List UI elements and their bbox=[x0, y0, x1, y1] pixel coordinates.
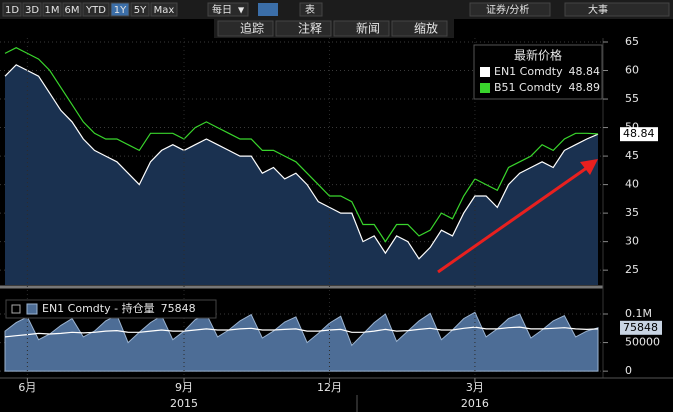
range-label: 1Y bbox=[114, 5, 127, 16]
price-line bbox=[4, 47, 599, 243]
x-tick-label: 12月 bbox=[317, 381, 342, 394]
y-tick-label: 0 bbox=[625, 364, 632, 377]
y-tick-label: 25 bbox=[625, 263, 639, 276]
tool-label: 缩放 bbox=[414, 21, 438, 36]
tool-label: 注释 bbox=[298, 21, 322, 36]
tool-label: 追踪 bbox=[240, 21, 264, 36]
range-button[interactable] bbox=[42, 2, 62, 17]
legend-value: 48.84 bbox=[569, 65, 601, 78]
trend-arrow bbox=[437, 165, 589, 274]
range-button[interactable] bbox=[110, 2, 130, 17]
tool-button[interactable] bbox=[217, 20, 274, 37]
legend-box bbox=[473, 44, 603, 100]
last-value-tag bbox=[620, 127, 658, 142]
range-label: 1M bbox=[45, 5, 60, 16]
oi-legend-box bbox=[5, 299, 217, 319]
year-label: 2015 bbox=[170, 397, 198, 410]
range-label: 1D bbox=[5, 5, 19, 16]
range-label: 6M bbox=[65, 5, 80, 16]
range-button[interactable] bbox=[150, 2, 178, 17]
arrow-head bbox=[580, 159, 598, 175]
range-button[interactable] bbox=[62, 2, 82, 17]
frequency-arrow: ▼ bbox=[238, 6, 245, 15]
price-line bbox=[4, 64, 599, 260]
y-tick-label: 55 bbox=[625, 92, 639, 105]
legend-label: B51 Comdty bbox=[494, 81, 562, 94]
table-button[interactable] bbox=[299, 2, 323, 17]
tool-button[interactable] bbox=[333, 20, 390, 37]
year-label: 2016 bbox=[461, 397, 489, 410]
oi-legend-title: EN1 Comdty - 持仓量 bbox=[42, 301, 155, 315]
y-tick-label: 30 bbox=[625, 235, 639, 248]
oi-icon[interactable] bbox=[11, 304, 21, 314]
table-label: 表 bbox=[305, 3, 315, 16]
oi-last-tag bbox=[620, 320, 662, 335]
range-button[interactable] bbox=[82, 2, 110, 17]
events-button[interactable] bbox=[564, 2, 670, 17]
range-label: YTD bbox=[85, 5, 106, 16]
y-tick-label: 45 bbox=[625, 149, 639, 162]
y-tick-label: 60 bbox=[625, 64, 639, 77]
open-interest-area bbox=[4, 311, 599, 372]
average-line bbox=[4, 326, 599, 338]
range-label: 3D bbox=[25, 5, 39, 16]
security-label: 证券/分析 bbox=[486, 3, 529, 16]
security-button[interactable] bbox=[469, 2, 551, 17]
y-tick-label: 0.1M bbox=[625, 307, 652, 320]
events-label: 大事 bbox=[588, 3, 608, 16]
x-tick-label: 3月 bbox=[466, 381, 484, 394]
frequency-label: 每日 bbox=[212, 3, 232, 16]
price-area bbox=[5, 64, 598, 285]
range-button[interactable] bbox=[130, 2, 150, 17]
range-label: Max bbox=[154, 5, 175, 16]
legend-label: EN1 Comdty bbox=[494, 65, 563, 78]
range-button[interactable] bbox=[22, 2, 42, 17]
range-button[interactable] bbox=[2, 2, 22, 17]
y-tick-label: 40 bbox=[625, 178, 639, 191]
tool-label: 新闻 bbox=[356, 21, 380, 36]
legend-swatch bbox=[480, 67, 490, 77]
oi-last-label: 75848 bbox=[623, 321, 658, 334]
last-value-label: 48.84 bbox=[623, 127, 655, 140]
x-tick-label: 6月 bbox=[18, 381, 36, 394]
y-tick-label: 35 bbox=[625, 206, 639, 219]
frequency-button[interactable] bbox=[207, 2, 249, 17]
legend-title: 最新价格 bbox=[514, 48, 562, 63]
tool-button[interactable] bbox=[391, 20, 448, 37]
legend-value: 48.89 bbox=[569, 81, 601, 94]
line-icon[interactable] bbox=[258, 3, 278, 16]
y-tick-label: 50000 bbox=[625, 336, 660, 349]
oi-legend-value: 75848 bbox=[161, 302, 196, 315]
range-label: 5Y bbox=[134, 5, 147, 16]
y-tick-label: 65 bbox=[625, 35, 639, 48]
legend-swatch bbox=[480, 83, 490, 93]
tool-button[interactable] bbox=[275, 20, 332, 37]
x-tick-label: 9月 bbox=[175, 381, 193, 394]
oi-swatch bbox=[26, 303, 38, 315]
